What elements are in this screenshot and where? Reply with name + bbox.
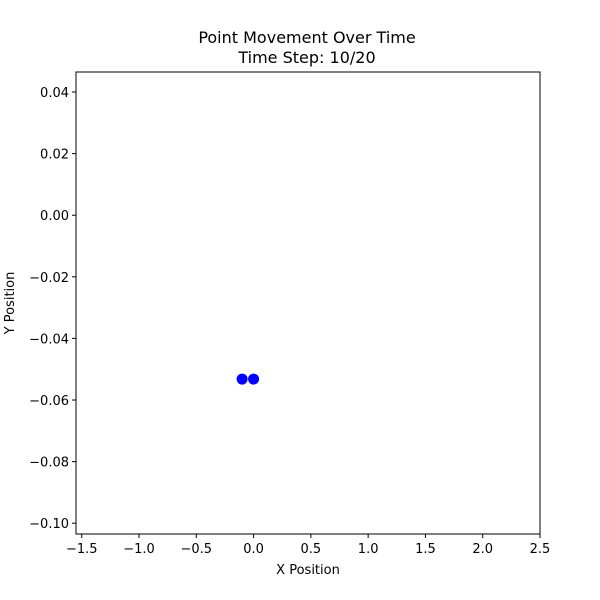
chart-title: Point Movement Over Time <box>198 28 415 47</box>
x-tick-label: 2.5 <box>530 542 551 557</box>
plot-frame <box>75 71 541 535</box>
data-point <box>236 373 248 385</box>
data-point <box>248 373 260 385</box>
x-tick-label: 0.5 <box>301 542 322 557</box>
x-axis-label: X Position <box>276 563 340 578</box>
y-tick-label: −0.10 <box>29 517 69 532</box>
y-tick-label: 0.04 <box>40 86 69 101</box>
data-points <box>236 373 260 385</box>
x-tick-label: −1.0 <box>123 542 155 557</box>
x-tick-label: −1.5 <box>66 542 98 557</box>
x-tick-label: 2.0 <box>472 542 493 557</box>
y-tick-label: 0.02 <box>40 148 69 163</box>
x-tick-label: 1.5 <box>415 542 436 557</box>
x-tick-label: 1.0 <box>358 542 379 557</box>
x-tick-label: 0.0 <box>243 542 264 557</box>
y-tick-label: −0.02 <box>29 271 69 286</box>
y-tick-label: −0.06 <box>29 394 69 409</box>
y-tick-label: 0.00 <box>40 209 69 224</box>
y-tick-label: −0.04 <box>29 332 69 347</box>
x-tick-label: −0.5 <box>181 542 213 557</box>
axis-ticks: −1.5 −1.0 −0.5 0.0 0.5 1.0 1.5 2.0 2.5 0.04 0.02 0.… <box>29 86 550 557</box>
chart-subtitle: Time Step: 10/20 <box>237 48 375 67</box>
y-axis-label: Y Position <box>3 272 18 336</box>
y-tick-label: −0.08 <box>29 456 69 471</box>
